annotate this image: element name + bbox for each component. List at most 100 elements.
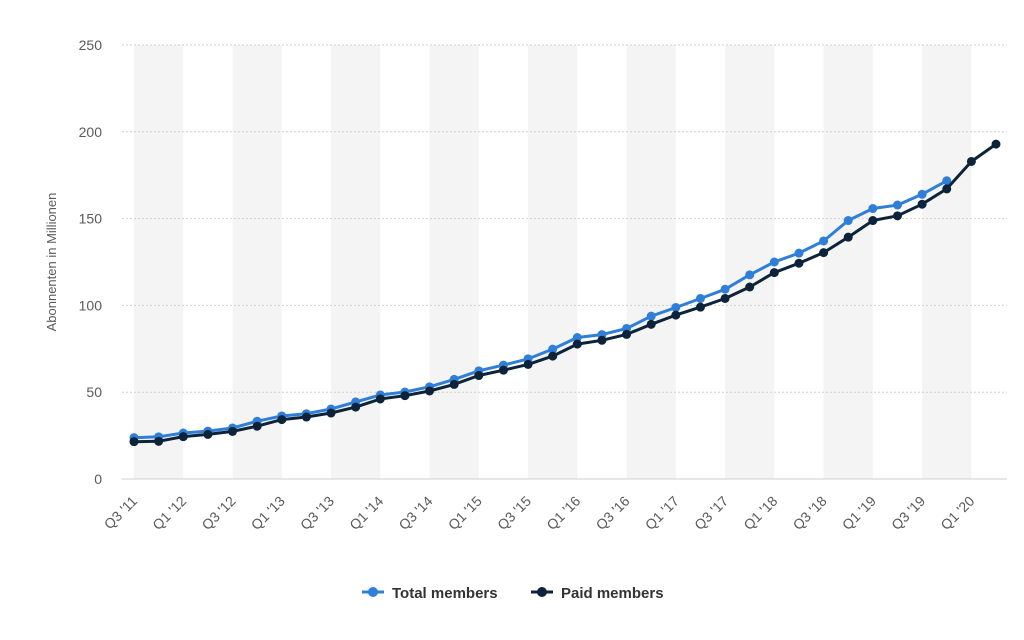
data-point[interactable] — [942, 184, 952, 194]
column-band — [528, 45, 578, 479]
data-point[interactable] — [301, 412, 311, 422]
y-tick-label: 150 — [79, 211, 103, 227]
data-point[interactable] — [695, 293, 705, 303]
x-tick-label: Q1 '17 — [642, 493, 682, 533]
data-point[interactable] — [769, 268, 779, 278]
x-tick-label: Q3 '11 — [101, 493, 141, 533]
x-tick-label: Q3 '15 — [494, 493, 534, 533]
column-band — [331, 45, 381, 479]
data-point[interactable] — [277, 415, 287, 425]
column-band — [429, 45, 479, 479]
data-point[interactable] — [745, 282, 755, 292]
data-point[interactable] — [720, 284, 730, 294]
legend[interactable]: Total members Paid members — [362, 585, 664, 602]
series-line — [133, 179, 948, 440]
series-paid-members — [129, 139, 1001, 447]
data-point[interactable] — [498, 365, 508, 375]
data-point[interactable] — [769, 257, 779, 267]
data-point[interactable] — [425, 386, 435, 396]
data-point[interactable] — [794, 248, 804, 258]
data-point[interactable] — [671, 302, 681, 312]
x-axis-tick-labels: Q3 '11 Q1 '12 Q3 '12 Q1 '13 Q3 '13 Q1 '14 Q3 '… — [101, 493, 978, 533]
data-point[interactable] — [646, 319, 656, 329]
data-point[interactable] — [843, 216, 853, 226]
data-point[interactable] — [326, 408, 336, 418]
data-point[interactable] — [252, 421, 262, 431]
legend-item-paid-members[interactable]: Paid members — [531, 585, 664, 602]
x-tick-label: Q3 '17 — [691, 493, 731, 533]
legend-marker-symbol — [368, 587, 378, 597]
data-point[interactable] — [474, 371, 484, 381]
y-axis-title: Abonnenten in Millionen — [44, 193, 59, 332]
data-point[interactable] — [375, 394, 385, 404]
data-point[interactable] — [228, 426, 238, 436]
data-point[interactable] — [351, 402, 361, 412]
x-tick-label: Q3 '13 — [297, 493, 337, 533]
gridlines — [122, 44, 1007, 480]
data-point[interactable] — [843, 232, 853, 242]
data-point[interactable] — [597, 335, 607, 345]
y-tick-label: 0 — [94, 471, 102, 487]
data-point[interactable] — [991, 139, 1001, 149]
x-tick-label: Q1 '18 — [740, 493, 780, 533]
data-point[interactable] — [523, 359, 533, 369]
x-tick-label: Q1 '19 — [839, 493, 879, 533]
legend-item-total-members[interactable]: Total members — [362, 585, 498, 602]
data-point[interactable] — [917, 189, 927, 199]
data-point[interactable] — [572, 339, 582, 349]
data-point[interactable] — [892, 211, 902, 221]
data-point[interactable] — [671, 310, 681, 320]
data-point[interactable] — [794, 258, 804, 268]
y-tick-label: 100 — [79, 297, 103, 313]
x-tick-label: Q1 '20 — [937, 493, 977, 533]
column-band — [922, 45, 972, 479]
x-tick-label: Q1 '14 — [346, 493, 386, 533]
x-tick-label: Q3 '14 — [395, 493, 435, 533]
data-point[interactable] — [572, 333, 582, 343]
column-band — [134, 45, 184, 479]
column-band — [232, 45, 282, 479]
data-point[interactable] — [868, 204, 878, 214]
data-point[interactable] — [154, 436, 164, 446]
data-point[interactable] — [966, 156, 976, 166]
data-point[interactable] — [449, 379, 459, 389]
x-tick-label: Q1 '16 — [543, 493, 583, 533]
data-point[interactable] — [548, 344, 558, 354]
data-point[interactable] — [868, 216, 878, 226]
data-point[interactable] — [548, 351, 558, 361]
data-point[interactable] — [646, 311, 656, 321]
y-tick-label: 50 — [86, 384, 102, 400]
x-tick-label: Q1 '13 — [248, 493, 288, 533]
data-point[interactable] — [819, 248, 829, 258]
data-point[interactable] — [942, 176, 952, 186]
legend-label: Total members — [392, 585, 498, 602]
data-point[interactable] — [819, 236, 829, 246]
data-point[interactable] — [203, 429, 213, 439]
legend-label: Paid members — [561, 585, 664, 602]
legend-marker-symbol — [537, 587, 547, 597]
data-point[interactable] — [622, 329, 632, 339]
column-band — [626, 45, 676, 479]
data-point[interactable] — [178, 432, 188, 442]
data-point[interactable] — [129, 437, 139, 447]
series-lines — [129, 139, 1001, 447]
x-tick-label: Q3 '18 — [790, 493, 830, 533]
data-point[interactable] — [720, 293, 730, 303]
data-point[interactable] — [917, 199, 927, 209]
x-tick-label: Q3 '16 — [593, 493, 633, 533]
x-tick-label: Q1 '15 — [445, 493, 485, 533]
data-point[interactable] — [745, 270, 755, 280]
column-band — [823, 45, 873, 479]
column-band — [725, 45, 775, 479]
alternating-column-bands — [134, 45, 972, 479]
data-point[interactable] — [695, 302, 705, 312]
y-tick-label: 250 — [79, 37, 103, 53]
y-tick-label: 200 — [79, 124, 103, 140]
x-tick-label: Q3 '19 — [888, 493, 928, 533]
data-point[interactable] — [892, 200, 902, 210]
x-tick-label: Q3 '12 — [198, 493, 238, 533]
y-axis-tick-labels: 0 50 100 150 200 250 — [79, 37, 103, 487]
data-point[interactable] — [400, 391, 410, 401]
